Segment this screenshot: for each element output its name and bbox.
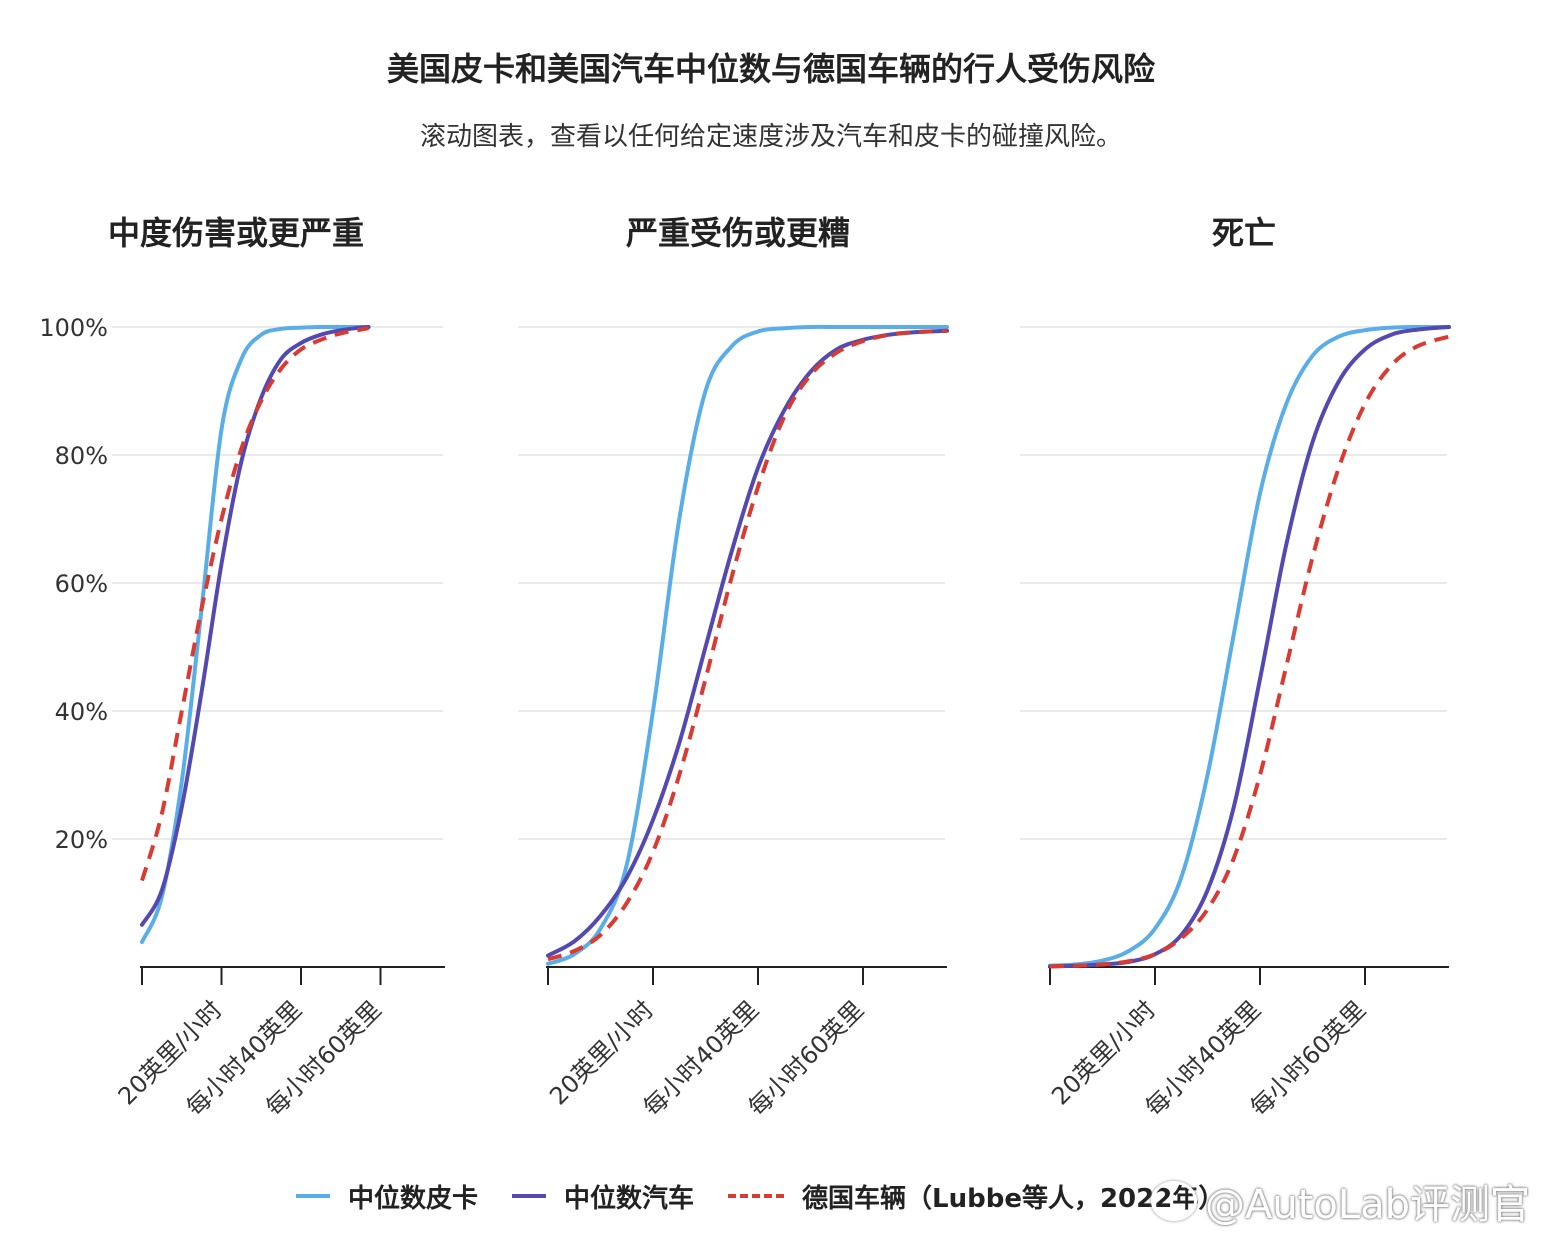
legend-swatch-german [728, 1194, 785, 1198]
watermark-text: @AutoLab评测官 [1204, 1182, 1530, 1228]
y-tick-label: 20% [55, 826, 108, 854]
chart-subtitle: 滚动图表，查看以任何给定速度涉及汽车和皮卡的碰撞风险。 [419, 122, 1122, 152]
panel-title-moderate-injury: 中度伤害或更严重 [108, 214, 365, 252]
y-tick-label: 100% [39, 314, 108, 342]
series-line-car-serious [546, 328, 949, 958]
panel-title-death: 死亡 [1212, 214, 1277, 252]
x-tick-label: 20英里/小时 [544, 995, 659, 1110]
weibo-logo-icon [1150, 1181, 1197, 1221]
legend-item-car[interactable]: 中位数汽车 [512, 1178, 694, 1215]
y-tick-label: 40% [55, 698, 108, 726]
y-tick-label: 80% [55, 442, 108, 470]
watermark: @AutoLab评测官 [1150, 1172, 1530, 1230]
legend-label-pickup: 中位数皮卡 [348, 1183, 479, 1214]
legend: 中位数皮卡 中位数汽车 德国车辆（Lubbe等人，2022年） [296, 1176, 1258, 1216]
legend-label-car: 中位数汽车 [564, 1183, 695, 1214]
series-line-car-death [1048, 325, 1451, 969]
panel-title-serious-injury: 严重受伤或更糟 [626, 214, 851, 252]
chart-title: 美国皮卡和美国汽车中位数与德国车辆的行人受伤风险 [386, 50, 1155, 88]
series-line-german-death [1049, 334, 1450, 969]
series-line-german-moderate [140, 326, 369, 882]
series-line-pickup-serious [546, 324, 949, 966]
x-tick-label: 20英里/小时 [1046, 995, 1161, 1110]
legend-swatch-pickup [296, 1194, 330, 1198]
y-tick-label: 60% [55, 570, 108, 598]
series-line-pickup-death [1048, 324, 1451, 968]
series-line-pickup-moderate [140, 324, 371, 944]
legend-swatch-car [512, 1194, 547, 1198]
legend-item-pickup[interactable]: 中位数皮卡 [296, 1178, 478, 1215]
series-line-car-moderate [140, 325, 371, 927]
legend-item-german[interactable]: 德国车辆（Lubbe等人，2022年） [728, 1178, 1224, 1215]
series-line-german-serious [547, 328, 948, 962]
